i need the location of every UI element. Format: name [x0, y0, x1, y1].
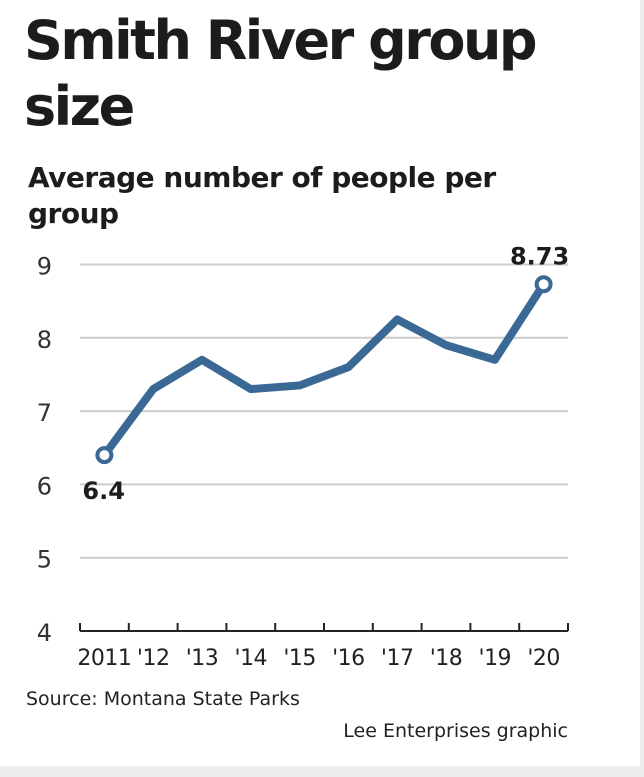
source-note: Source: Montana State Parks: [26, 688, 300, 710]
y-tick-label: 9: [37, 253, 52, 281]
chart-title: Smith River group size: [24, 9, 538, 138]
y-tick-label: 7: [37, 399, 52, 427]
x-tick-label: '13: [186, 646, 219, 671]
line-chart: 4 5 6 7 8 9 2011'12 '13 '14 '15 '16 '17 '18 '19 '20 6…: [37, 242, 569, 671]
series-layer: [100, 280, 548, 460]
y-tick-label: 4: [37, 619, 52, 647]
x-tick-label: 2011: [77, 646, 131, 671]
point-markers: [95, 275, 553, 465]
chart-card: Smith River group size Average number of…: [0, 0, 640, 766]
data-label: 8.73: [510, 242, 569, 270]
y-axis-ticks: 4 5 6 7 8 9: [37, 253, 52, 648]
chart-subtitle: Average number of people per group: [28, 161, 496, 230]
y-tick-label: 5: [37, 546, 52, 574]
y-tick-label: 8: [37, 326, 52, 354]
x-tick-label: '14: [235, 646, 268, 671]
x-tick-label: '18: [430, 646, 463, 671]
x-tick-label: '17: [381, 646, 414, 671]
grid-lines: [80, 263, 568, 559]
point-marker: [534, 275, 553, 294]
point-marker: [95, 446, 114, 465]
data-labels: 6.4 8.73: [82, 242, 569, 505]
x-axis: 2011'12 '13 '14 '15 '16 '17 '18 '19 '20: [77, 623, 569, 671]
x-tick-label: '12: [137, 646, 170, 671]
x-tick-label: '20: [527, 646, 560, 671]
x-tick-label: '16: [332, 646, 365, 671]
data-label: 6.4: [82, 477, 125, 505]
series-line: [100, 280, 548, 460]
x-tick-label: '19: [479, 646, 512, 671]
y-tick-label: 6: [37, 472, 52, 500]
x-tick-label: '15: [283, 646, 316, 671]
graphic-credit: Lee Enterprises graphic: [343, 720, 568, 742]
